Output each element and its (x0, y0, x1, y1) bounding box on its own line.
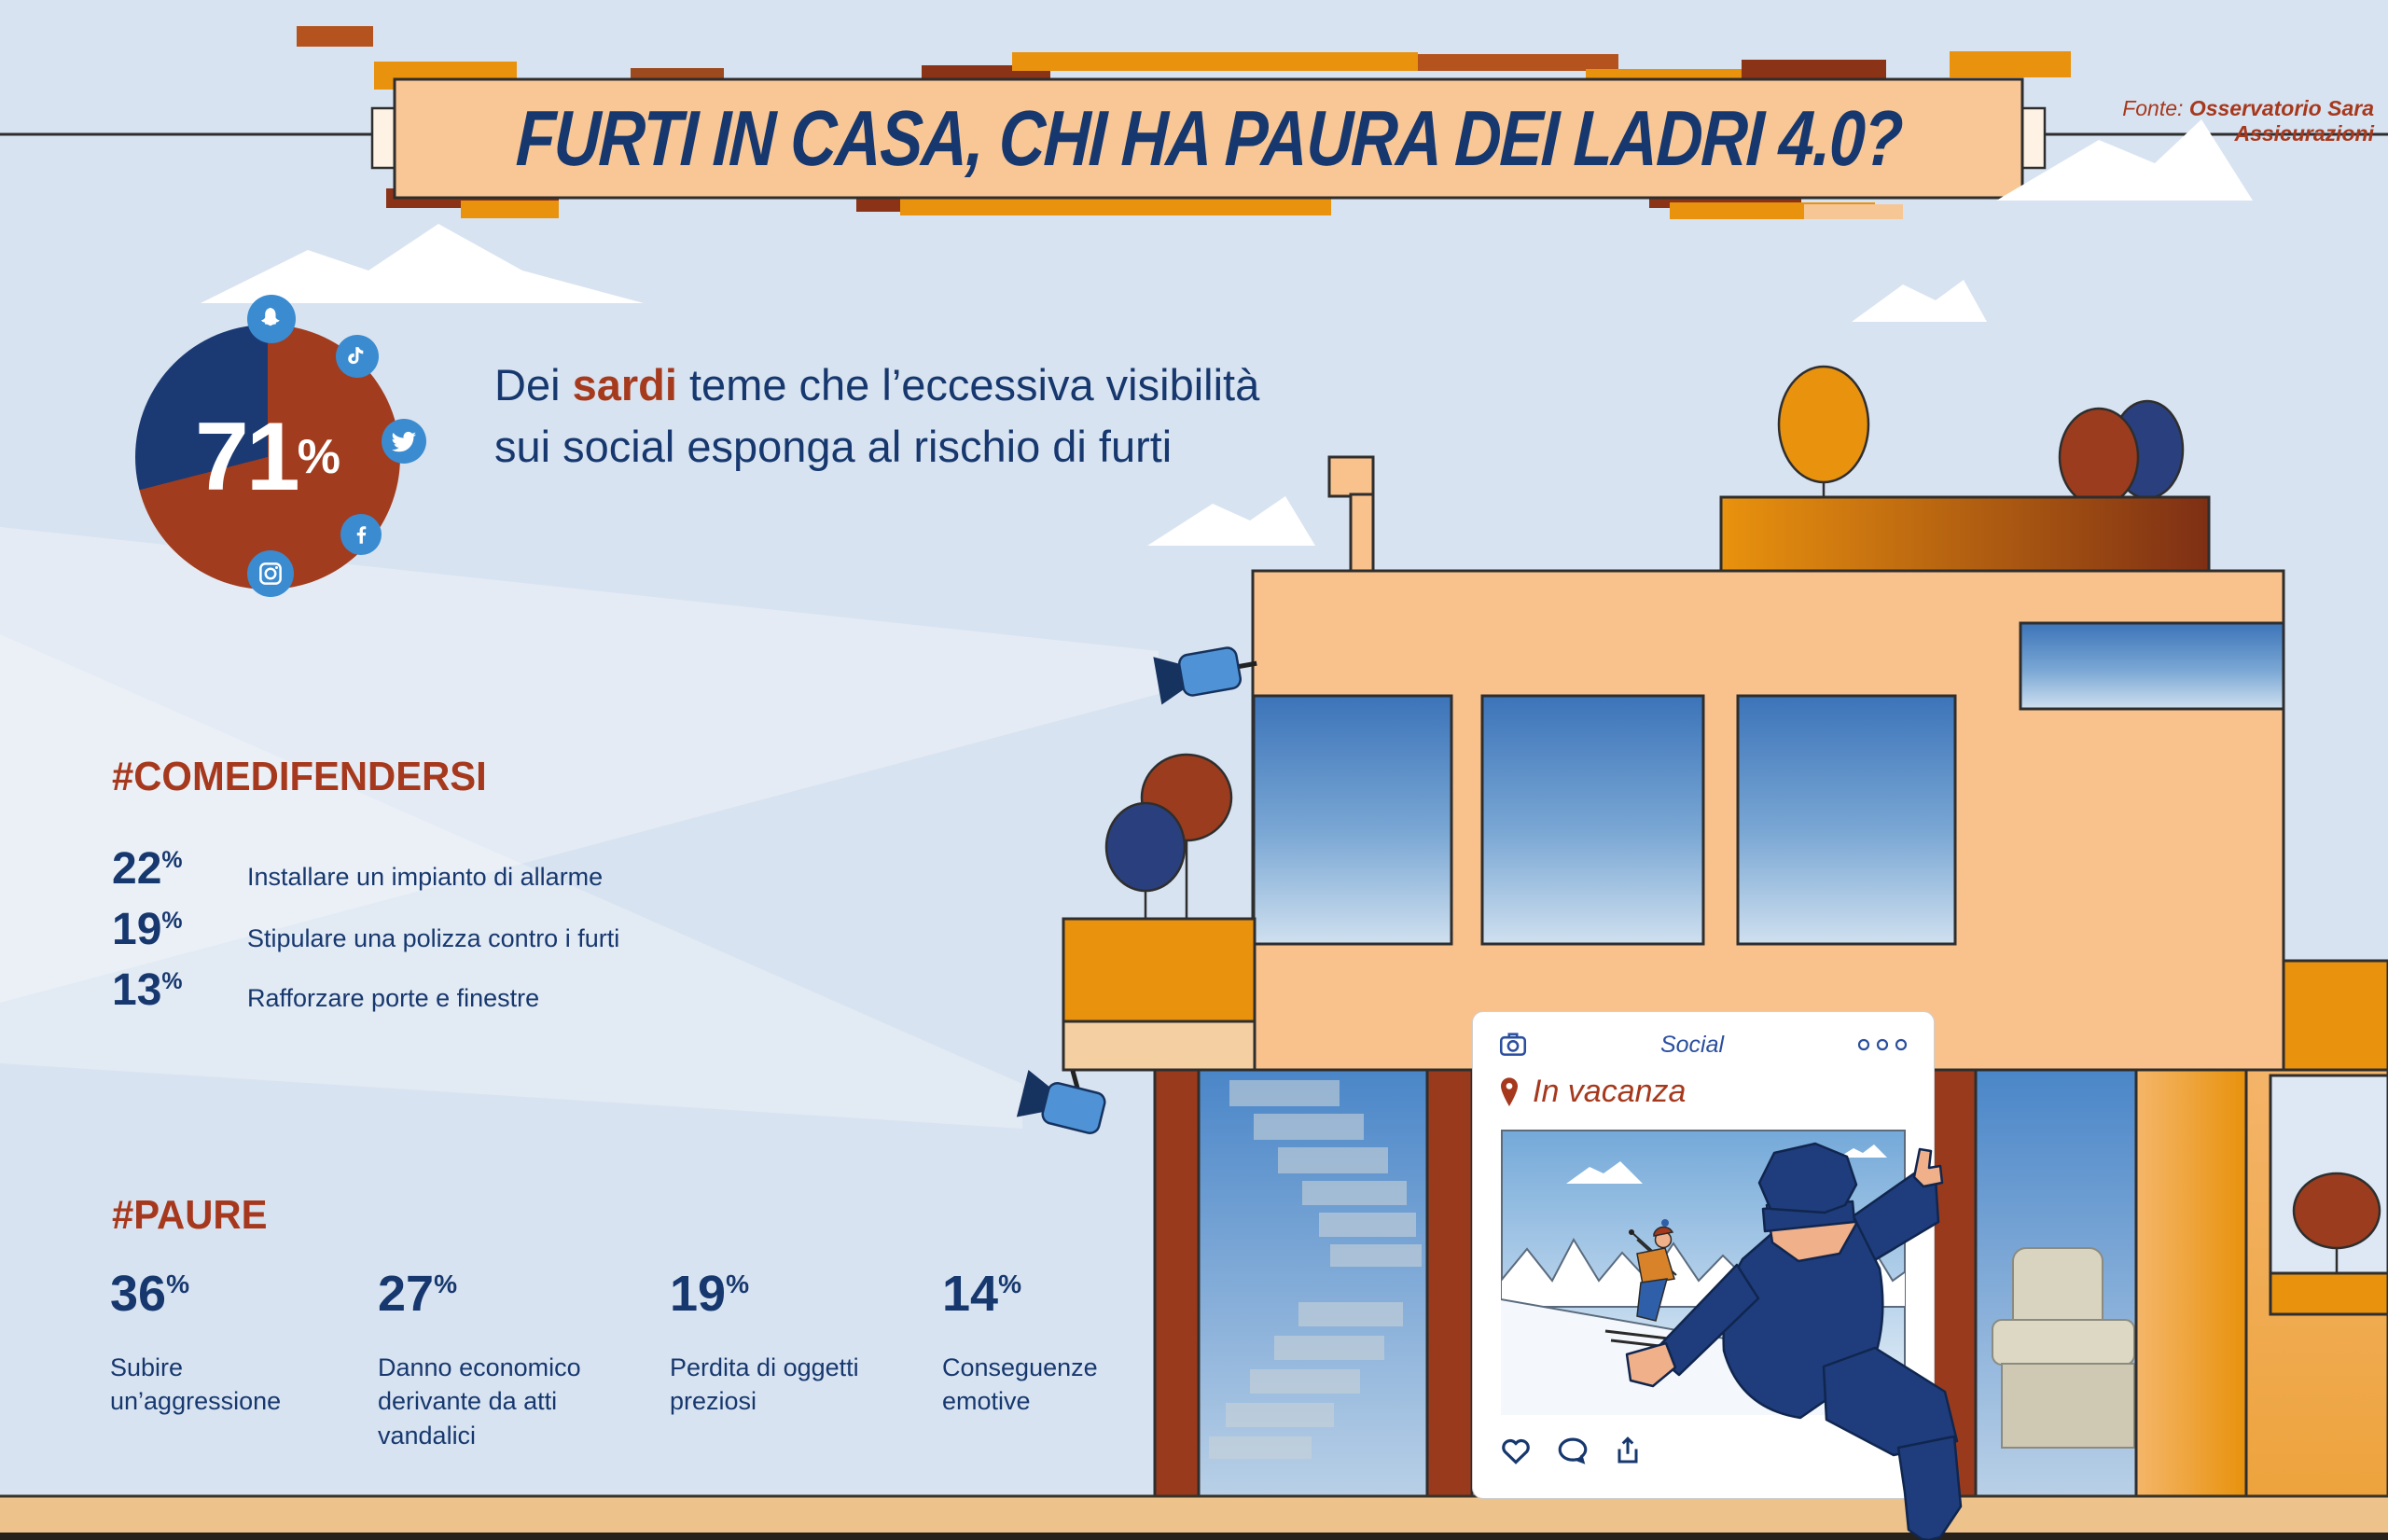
window-1 (1252, 694, 1453, 946)
burglar-shin (1896, 1435, 1963, 1540)
section-heading-paure: #PAURE (112, 1192, 268, 1238)
burglar-thigh (1822, 1346, 1959, 1457)
fear-pct-3: 19% (670, 1266, 750, 1322)
window-2 (1480, 694, 1705, 946)
social-fear-statement: Dei sardi teme che l’eccessiva visibilit… (494, 354, 1297, 478)
defense-label-2: Stipulare una polizza contro i furti (247, 924, 620, 952)
defense-pct-2: 19% (112, 905, 183, 954)
statement-before: Dei (494, 360, 573, 409)
source-label: Fonte: (2122, 96, 2184, 120)
tiktok-icon (336, 335, 379, 378)
cctv-camera-upper (1153, 646, 1257, 705)
pillar-2 (1425, 1068, 1474, 1498)
fear-pct-4: 14% (942, 1266, 1022, 1322)
clouds (201, 119, 2253, 546)
fear-pct-1: 36% (110, 1266, 190, 1322)
upper-window (2019, 621, 2285, 711)
share-icon (1611, 1432, 1645, 1469)
section-heading-comedifendersi: #COMEDIFENDERSI (112, 754, 487, 799)
burglar-right-hand (1912, 1147, 1944, 1188)
camera-icon (1497, 1029, 1529, 1061)
right-window-tree (2292, 1172, 2381, 1250)
fear-label-2: Danno economico derivante da atti vandal… (378, 1353, 581, 1450)
title-banner (370, 77, 2047, 200)
source-note: Fonte: Osservatorio Sara Assicurazioni (1996, 96, 2374, 146)
location-pin-icon (1495, 1075, 1523, 1109)
pillar-1 (1153, 1068, 1201, 1498)
skier (1604, 1219, 1692, 1352)
window-3 (1736, 694, 1957, 946)
tree-orange (1777, 365, 1870, 484)
cctv-camera-lower (1016, 1070, 1106, 1134)
post-location-row: In vacanza (1495, 1074, 1686, 1110)
house-illustration (1062, 365, 2388, 1498)
pie-center-value: 71% (195, 402, 340, 511)
comment-icon (1553, 1433, 1592, 1468)
more-dots-icon (1855, 1036, 1909, 1053)
burglar-figure (1625, 1142, 1963, 1540)
heart-icon (1497, 1433, 1534, 1468)
defense-label-1: Installare un impianto di allarme (247, 863, 604, 891)
fear-pct-2: 27% (378, 1266, 458, 1322)
photo-clouds (1566, 1145, 1887, 1184)
chimney (1327, 455, 1375, 498)
balcony-planter (1062, 917, 1256, 1023)
post-location-text: In vacanza (1533, 1074, 1687, 1109)
burglar-hood (1757, 1142, 1858, 1214)
social-app-title: Social (1659, 1031, 1725, 1058)
roof-planter (1719, 495, 2211, 573)
snapchat-icon (247, 295, 296, 343)
floating-stairs (1209, 1080, 1422, 1459)
cctv-beam-upper (0, 527, 1159, 1003)
balcony-tree-navy (1104, 801, 1187, 893)
burglar-left-hand (1625, 1341, 1677, 1388)
instagram-icon (247, 550, 294, 597)
burglar-left-arm (1651, 1263, 1760, 1377)
sofa (1992, 1247, 2135, 1449)
facebook-icon (340, 514, 382, 555)
fear-label-3: Perdita di oggetti preziosi (670, 1353, 859, 1416)
defense-pct-3: 13% (112, 965, 183, 1015)
ground (0, 1494, 2388, 1540)
twitter-icon (382, 419, 426, 464)
fear-label-1: Subire un’aggressione (110, 1353, 282, 1416)
page-title: FURTI IN CASA, CHI HA PAURA DEI LADRI 4.… (514, 93, 1904, 182)
post-actions (1497, 1432, 1645, 1469)
source-name: Osservatorio Sara Assicurazioni (2188, 96, 2374, 146)
statement-highlight: sardi (572, 360, 677, 409)
orange-wall (2134, 1068, 2248, 1498)
statement-after: teme che l’eccessiva visibilità sui soci… (494, 360, 1260, 471)
cctv-beam-lower (0, 634, 1022, 1129)
social-post-header: Social (1497, 1025, 1909, 1064)
right-orange-block (2282, 959, 2388, 1072)
defense-pct-1: 22% (112, 844, 183, 894)
tree-brown (2058, 407, 2140, 507)
fear-label-4: Conseguenze emotive (942, 1353, 1098, 1416)
defense-label-3: Rafforzare porte e finestre (247, 984, 540, 1012)
